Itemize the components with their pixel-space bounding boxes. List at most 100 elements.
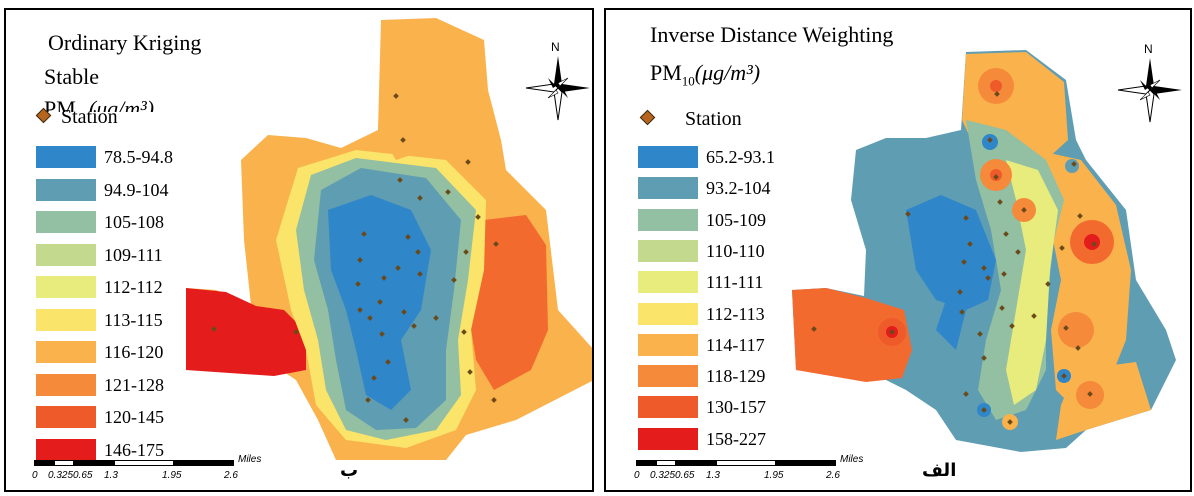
station-point — [397, 177, 403, 183]
station-point — [987, 137, 993, 143]
north-label: N — [1144, 42, 1153, 56]
scale-segment — [34, 460, 54, 466]
station-points — [811, 91, 1097, 425]
station-point — [889, 329, 895, 335]
station-marker-icon — [639, 109, 656, 126]
legend-swatch — [36, 243, 96, 266]
map-region-blue-2 — [936, 300, 966, 350]
station-point — [1077, 213, 1083, 219]
station-point — [357, 307, 363, 313]
scale-tick: 1.95 — [764, 470, 784, 481]
map-title-pollutant: PM10(μg/m³) — [44, 96, 154, 112]
station-point — [994, 91, 1000, 97]
station-point — [1021, 207, 1027, 213]
pm-subscript: 10 — [76, 109, 89, 112]
station-point — [411, 323, 417, 329]
legend-class-label: 105-109 — [706, 209, 766, 230]
station-point — [963, 215, 969, 221]
legend-swatch — [638, 208, 698, 231]
station-point — [1059, 245, 1065, 251]
map-title-method: Inverse Distance Weighting — [650, 22, 894, 47]
station-point — [367, 315, 373, 321]
legend-swatch — [36, 341, 96, 363]
scale-tick: 0.3250.65 — [650, 470, 695, 481]
legend-class-label: 121-128 — [104, 374, 164, 395]
scale-tick: 0 — [634, 470, 640, 481]
legend-class-label: 158-227 — [706, 428, 766, 449]
scale-segment — [74, 460, 114, 466]
station-point — [467, 369, 473, 375]
station-point — [293, 329, 299, 335]
legend-swatch — [638, 396, 698, 419]
station-point — [981, 407, 987, 413]
north-label: N — [551, 40, 560, 54]
scale-segment — [114, 460, 174, 466]
legend-swatch — [36, 308, 96, 331]
station-point — [403, 417, 409, 423]
panel-label: الف — [922, 460, 957, 481]
station-point — [445, 189, 451, 195]
station-point — [1075, 345, 1081, 351]
map-title-model: Stable — [44, 64, 99, 89]
station-point — [211, 326, 217, 332]
scale-segment — [676, 460, 716, 466]
station-point — [1063, 325, 1069, 331]
hotspot — [1058, 312, 1094, 348]
scale-tick: 2.6 — [224, 470, 238, 481]
station-point — [463, 249, 469, 255]
station-point — [355, 281, 361, 287]
cold-spot — [1065, 159, 1079, 173]
legend-class-label: 116-120 — [104, 342, 164, 362]
station-point — [985, 275, 991, 281]
kriging-map — [186, 18, 592, 460]
station-point — [963, 391, 969, 397]
station-marker-icon — [35, 107, 52, 124]
station-point — [959, 309, 965, 315]
legend-class-label: 146-175 — [104, 439, 164, 460]
station-point — [493, 241, 499, 247]
panel-label: ب — [340, 460, 359, 481]
legend-class-label: 114-117 — [706, 334, 765, 355]
legend-class-label: 112-113 — [706, 303, 765, 324]
scale-segment — [174, 460, 234, 466]
station-point — [1001, 271, 1007, 277]
legend-swatch — [638, 177, 698, 200]
map-panel-idw: Inverse Distance Weighting PM10(μg/m³) N… — [604, 8, 1192, 492]
station-point — [1045, 281, 1051, 287]
station-point — [395, 265, 401, 271]
station-point — [405, 234, 411, 240]
station-point — [961, 259, 967, 265]
station-point — [400, 137, 406, 143]
legend-swatch — [36, 438, 96, 461]
scale-unit: Miles — [840, 454, 864, 465]
pm-unit: (μg/m³) — [694, 60, 761, 85]
station-point — [381, 275, 387, 281]
legend-swatch — [638, 365, 698, 388]
station-point — [977, 331, 983, 337]
legend-station: Station — [639, 108, 742, 131]
station-point — [417, 271, 423, 277]
station-point — [1071, 161, 1077, 167]
legend-swatch — [36, 211, 96, 233]
station-point — [1007, 419, 1013, 425]
station-point — [999, 305, 1005, 311]
legend-swatch — [36, 373, 96, 396]
station-point — [957, 289, 963, 295]
legend-class-label: 93.2-104 — [706, 178, 771, 199]
station-point — [365, 397, 371, 403]
station-point — [451, 277, 457, 283]
legend-class-label: 111-111 — [706, 272, 764, 293]
map-region-yellow — [1006, 160, 1058, 405]
north-arrow-icon — [525, 56, 590, 121]
scale-tick: 1.3 — [706, 470, 720, 481]
pm-unit: (μg/m³) — [88, 96, 155, 112]
station-point — [357, 257, 363, 263]
station-point — [385, 359, 391, 365]
station-points — [211, 93, 499, 423]
station-point — [461, 329, 467, 335]
legend-class-label: 120-145 — [104, 407, 164, 427]
station-point — [393, 93, 399, 99]
map-title-method: Ordinary Kriging — [48, 30, 202, 55]
legend-class-label: 78.5-94.8 — [104, 147, 173, 167]
pm-prefix: PM — [650, 60, 682, 85]
